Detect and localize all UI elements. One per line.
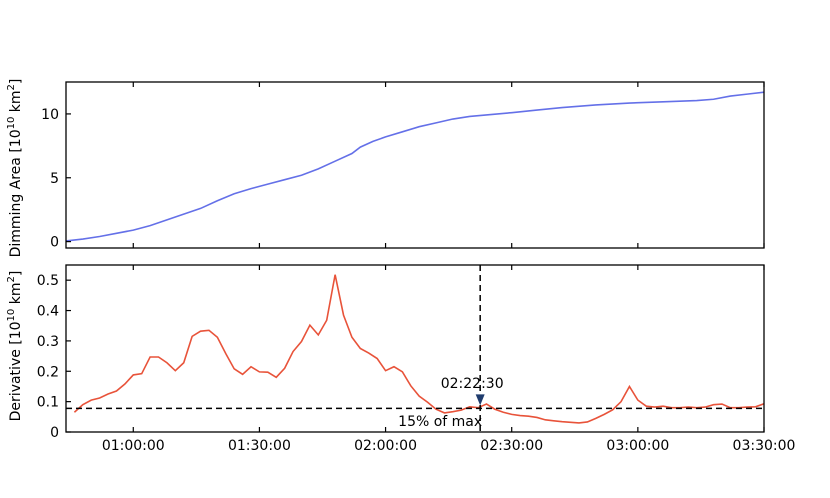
y-tick-label: 10	[41, 107, 59, 123]
x-tick-label: 03:30:00	[733, 438, 796, 454]
derivative-series	[73, 274, 765, 424]
y-tick-label: 5	[50, 171, 59, 187]
threshold-label: 15% of max	[398, 414, 482, 430]
bottom-y-axis-label: Derivative [1010 km2]	[6, 271, 24, 422]
y-tick-label: 0.3	[37, 334, 59, 350]
y-tick-label: 0.1	[37, 395, 59, 411]
x-tick-label: 03:00:00	[606, 438, 669, 454]
x-tick-label: 02:30:00	[480, 438, 543, 454]
bottom-axis-ticks: 0 0.1 0.2 0.3 0.4 0.5 01:00:00 01:30:00 02:00:00…	[37, 265, 796, 454]
y-tick-label: 0	[50, 235, 59, 251]
x-tick-label: 02:00:00	[354, 438, 417, 454]
dimming-area-panel: 0 5 10 Dimming Area [1010 km2]	[6, 79, 765, 258]
y-tick-label: 0	[50, 425, 59, 441]
y-tick-label: 0.2	[37, 364, 59, 380]
time-marker-label: 02:22:30	[441, 376, 504, 392]
derivative-panel: 0 0.1 0.2 0.3 0.4 0.5 01:00:00 01:30:00 02:00:00…	[6, 264, 796, 454]
x-tick-label: 01:30:00	[228, 438, 291, 454]
dimming-area-series	[65, 91, 765, 242]
y-tick-label: 0.4	[37, 304, 59, 320]
top-axis-ticks: 0 5 10	[41, 82, 765, 251]
top-y-axis-label: Dimming Area [1010 km2]	[6, 79, 24, 258]
series-line-0	[73, 274, 765, 424]
time-marker-arrow	[475, 394, 485, 406]
x-tick-label: 01:00:00	[102, 438, 165, 454]
top-axes-frame	[65, 81, 765, 249]
y-tick-label: 0.5	[37, 273, 59, 289]
series-line-0	[65, 91, 765, 242]
bottom-axes-frame	[65, 264, 765, 433]
